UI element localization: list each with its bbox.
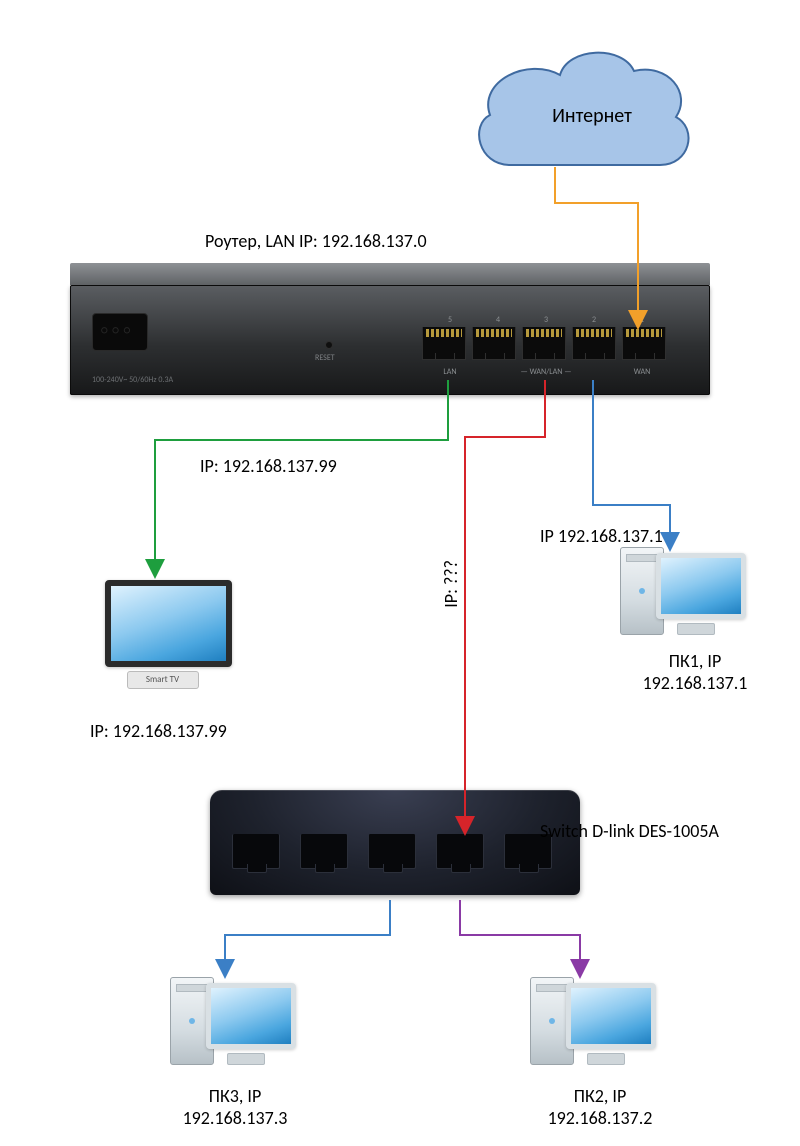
pc2-device bbox=[530, 970, 650, 1065]
router-power-port bbox=[92, 313, 148, 351]
switch-port-4 bbox=[436, 834, 484, 869]
router-port-group-labels: LAN — WAN/LAN — WAN bbox=[426, 367, 666, 377]
pc2-ip: 192.168.137.2 bbox=[548, 1107, 653, 1129]
switch-cable-ip-label: IP: ??? bbox=[440, 560, 462, 608]
router-port-4 bbox=[472, 327, 516, 360]
cable-switch-to-pc2 bbox=[460, 900, 580, 975]
router-reset-label: RESET bbox=[315, 353, 335, 363]
router-port-3 bbox=[522, 327, 566, 360]
switch-port-1 bbox=[232, 834, 280, 869]
pc2-name: ПК2, IP bbox=[574, 1085, 626, 1107]
switch-port-3 bbox=[368, 834, 416, 869]
pc3-monitor bbox=[206, 983, 286, 1057]
switch-caption: Switch D-link DES-1005A bbox=[540, 820, 719, 842]
pc1-name: ПК1, IP bbox=[669, 650, 721, 672]
switch-port-2 bbox=[300, 834, 348, 869]
router-ports bbox=[422, 327, 666, 360]
cable-router-to-switch bbox=[465, 380, 545, 832]
pc1-device bbox=[620, 540, 740, 635]
internet-label: Интернет bbox=[552, 104, 632, 128]
switch-device bbox=[210, 790, 580, 895]
smart-tv-screen bbox=[105, 580, 232, 667]
switch-ports bbox=[232, 834, 552, 869]
smart-tv-stand: Smart TV bbox=[127, 671, 199, 689]
pc1-monitor bbox=[656, 553, 736, 627]
pc3-ip: 192.168.137.3 bbox=[183, 1107, 288, 1129]
pc1-cable-ip-label: IP 192.168.137.1 bbox=[540, 525, 663, 547]
router-reset-hole bbox=[325, 341, 333, 349]
cable-router-to-tv bbox=[155, 380, 448, 575]
router-power-spec: 100-240V~ 50/60Hz 0.3A bbox=[92, 375, 173, 385]
tv-cable-ip-label: IP: 192.168.137.99 bbox=[200, 455, 337, 477]
router-port-1 bbox=[622, 327, 666, 360]
router-port-5 bbox=[422, 327, 466, 360]
smart-tv-device: Smart TV bbox=[105, 580, 220, 689]
router-device: 100-240V~ 50/60Hz 0.3A RESET 5 4 3 2 1 L… bbox=[70, 285, 710, 395]
pc1-ip: 192.168.137.1 bbox=[643, 672, 748, 694]
router-port-numbers: 5 4 3 2 1 bbox=[426, 315, 666, 325]
cable-switch-to-pc3 bbox=[225, 900, 390, 975]
router-port-2 bbox=[572, 327, 616, 360]
pc3-name: ПК3, IP bbox=[209, 1085, 261, 1107]
pc3-device bbox=[170, 970, 290, 1065]
tv-device-ip-label: IP: 192.168.137.99 bbox=[90, 720, 227, 742]
router-caption: Роутер, LAN IP: 192.168.137.0 bbox=[205, 230, 427, 252]
pc2-monitor bbox=[566, 983, 646, 1057]
cable-router-to-pc1 bbox=[593, 380, 670, 548]
internet-cloud bbox=[479, 53, 688, 165]
